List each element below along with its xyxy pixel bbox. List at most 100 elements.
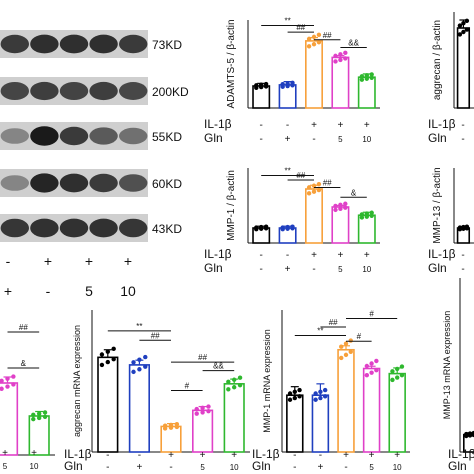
data-point [369,75,374,81]
il-1b-mark: + [2,448,8,459]
il-1b-mark: - [293,450,296,461]
gln-mark: - [312,264,315,275]
il-1b-mark: + [231,450,237,461]
data-point [42,410,48,415]
data-point [31,412,36,418]
data-point [292,395,297,401]
bar [305,40,323,109]
data-point [131,369,136,375]
il-1b-row-label: IL-1β [204,117,232,131]
data-point [471,430,474,436]
gln-mark: - [312,134,315,145]
blot-gln-mark: + [4,283,12,299]
gln-mark: 5 [369,463,374,472]
data-point [390,377,395,383]
blot-band [89,34,118,54]
gln-row-label: Gln [252,459,271,473]
data-point [364,211,369,216]
data-point [343,205,348,210]
data-point [263,81,269,87]
data-point [359,215,365,220]
data-point [162,423,168,428]
significance-label: && [348,39,359,48]
data-point [194,411,199,416]
il-1b-mark: + [364,120,370,131]
bar [0,382,19,456]
data-point [369,213,374,219]
gln-mark: - [344,462,347,473]
band-size-label: 55KD [152,130,182,144]
gln-mark: 5 [200,463,205,472]
data-point [313,397,318,402]
data-point [461,29,466,35]
data-point [292,389,297,394]
gln-mark: 5 [338,135,343,144]
significance-label: # [185,381,190,390]
blot-band [59,81,89,101]
significance-label: ** [284,17,290,26]
data-point [259,226,264,231]
data-point [467,433,473,438]
data-point [318,395,323,401]
bar [305,188,323,244]
data-point [99,362,105,368]
data-point [5,376,10,381]
bar [286,394,304,453]
data-point [374,358,379,364]
il-1b-row-label: IL-1β [428,247,456,261]
data-point [111,357,116,362]
bar [128,364,150,453]
significance-label: # [369,310,374,319]
bar [97,356,119,453]
blot-band [30,34,59,54]
blot-band [30,81,59,101]
data-point [457,23,463,28]
significance-label: & [351,188,357,197]
data-point [311,42,317,47]
gln-row-label: Gln [64,459,83,473]
il-1b-mark: + [364,250,370,261]
data-point [338,57,343,63]
data-point [359,77,365,82]
data-point [254,225,259,230]
data-point [99,352,105,357]
blot-band [89,218,118,238]
data-point [105,349,111,354]
bar [388,372,406,453]
il-1b-mark: + [200,450,206,461]
data-point [287,391,293,396]
data-point [287,397,293,402]
il-1b-row-label: IL-1β [428,117,456,131]
band-size-label: 60KD [152,177,182,191]
data-point [339,344,344,349]
blot-band [59,173,89,193]
data-point [237,383,243,388]
blot-band [118,174,148,192]
significance-label: ## [323,31,332,40]
blot-band [30,218,59,238]
data-point [285,226,290,231]
data-point [111,346,116,352]
data-point [306,36,312,42]
data-point [285,83,290,89]
il-1b-mark: + [311,120,317,131]
data-point [137,357,142,362]
data-point [390,369,395,374]
data-point [359,74,365,79]
data-point [364,214,369,219]
data-point [36,415,42,421]
data-point [318,389,323,394]
data-point [457,32,463,37]
blot-band [118,34,148,54]
data-point [364,363,370,369]
data-point [105,359,111,365]
significance-label: ## [329,318,338,327]
blot-band [0,34,30,54]
data-point [464,431,469,437]
data-point [297,394,302,399]
data-point [333,53,338,59]
il-1b-mark: + [168,450,174,461]
il-1b-mark: - [260,120,263,131]
y-axis-label: aggrecan / β-actin [432,20,443,100]
data-point [343,352,349,358]
